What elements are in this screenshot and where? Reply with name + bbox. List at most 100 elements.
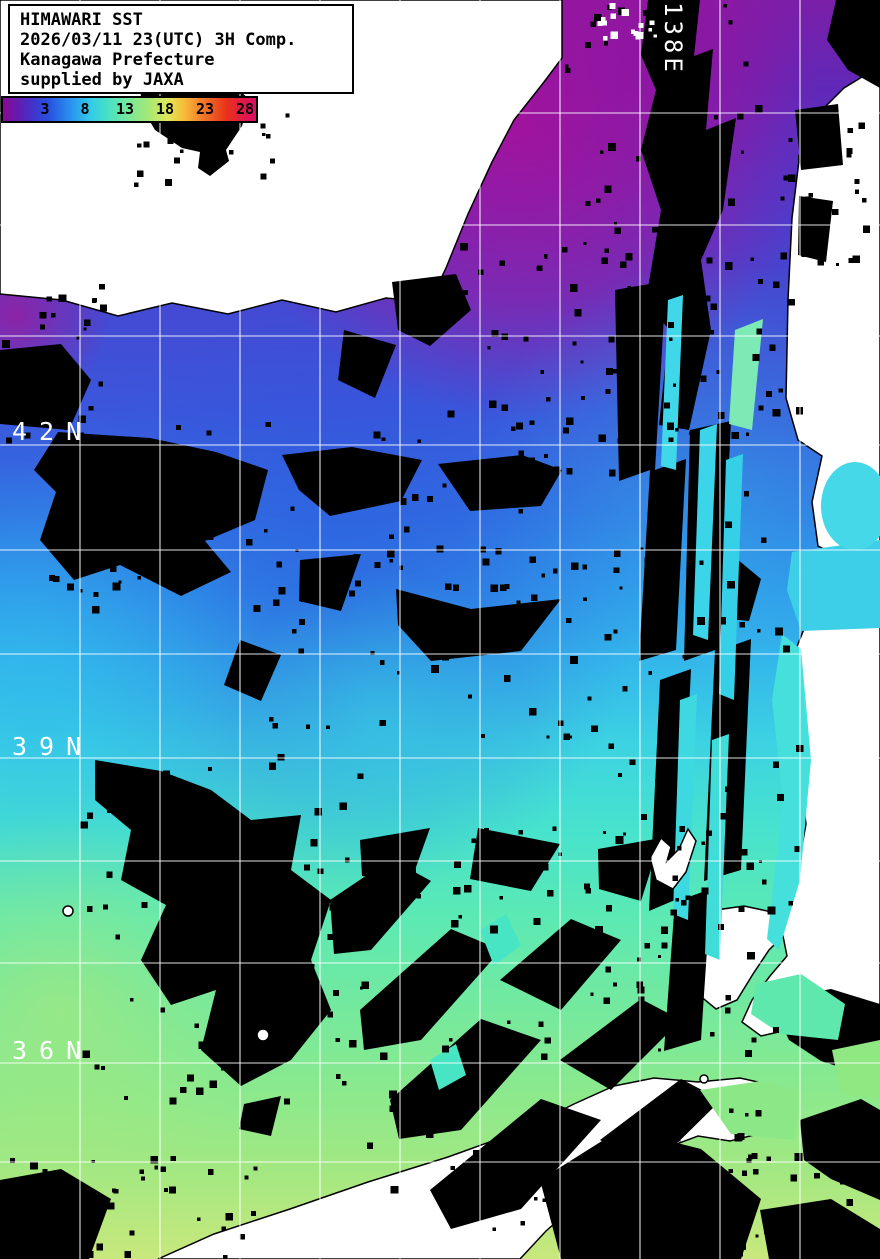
cloud-speck [238, 865, 246, 874]
cloud-speck [731, 432, 739, 440]
cloud-speck [700, 375, 707, 382]
cloud-speck [110, 453, 117, 460]
cloud-speck [562, 246, 568, 253]
cloud-speck [479, 546, 486, 553]
cloud-speck [648, 671, 652, 675]
cloud-speck [191, 467, 196, 472]
cloud-speck [532, 605, 540, 612]
cloud-speck [780, 252, 787, 260]
cloud-speck [449, 1038, 453, 1042]
cloud-speck [253, 895, 261, 902]
cloud-speck [426, 1131, 434, 1139]
cloud-speck [398, 565, 404, 570]
cloud-speck [223, 1255, 228, 1259]
cloud-speck [765, 391, 772, 398]
cloud-speck [506, 837, 511, 842]
cloud-speck [514, 1200, 520, 1206]
cloud-speck [527, 1185, 532, 1191]
cloud-speck [342, 1081, 347, 1086]
cloud-speck [714, 1204, 719, 1209]
cloud-speck [381, 437, 386, 442]
cloud-speck [331, 597, 336, 602]
cloud-speck [445, 583, 452, 590]
cloud-speck [234, 506, 239, 511]
cloud-speck [743, 61, 749, 67]
cloud-speck [553, 568, 558, 574]
cloud-speck [349, 590, 356, 597]
cloud-speck [223, 988, 230, 994]
cloud-speck [608, 743, 615, 750]
cloud-patch [795, 104, 843, 170]
cloud-speck [861, 197, 867, 203]
cloud-speck [594, 14, 602, 22]
cloud-speck [136, 170, 144, 177]
cloud-speck [761, 879, 767, 885]
cloud-speck [71, 1191, 78, 1198]
toyama-bay-water [751, 974, 845, 1040]
cloud-speck [290, 1010, 298, 1017]
cloud-speck [788, 137, 793, 142]
cloud-speck [693, 204, 702, 212]
cloud-speck [446, 982, 453, 989]
cloud-speck [542, 1198, 546, 1202]
cloud-speck [755, 105, 763, 113]
cloud-speck [728, 762, 732, 767]
cloud-patch [598, 838, 661, 901]
cloud-speck [692, 946, 697, 951]
cloud-speck [408, 868, 417, 877]
cloud-speck [597, 20, 603, 27]
cloud-speck [548, 1147, 553, 1152]
cloud-speck [52, 575, 60, 583]
cloud-speck [128, 541, 135, 549]
cloud-speck [339, 802, 348, 811]
cloud-speck [518, 509, 523, 514]
cloud-speck [266, 133, 271, 139]
cloud-patch [392, 274, 471, 346]
cloud-speck [533, 494, 541, 502]
cloud-speck [609, 1160, 618, 1169]
cloud-speck [109, 565, 117, 573]
cloud-speck [487, 346, 491, 350]
cloud-speck [605, 966, 612, 973]
cloud-speck [604, 185, 612, 193]
cloud-speck [327, 1011, 334, 1018]
cloud-speck [682, 655, 686, 659]
cloud-speck [262, 132, 266, 137]
cloud-speck [431, 665, 439, 673]
cloud-speck [209, 1080, 217, 1088]
cloud-speck [569, 939, 573, 944]
cloud-speck [670, 1147, 674, 1152]
cloud-speck [202, 485, 209, 492]
cloud-speck [745, 432, 750, 436]
cloud-speck [790, 1174, 798, 1182]
cloud-speck [675, 1191, 682, 1197]
cloud-speck [563, 427, 570, 434]
cloud-patch [0, 344, 91, 430]
cloud-patch [299, 554, 361, 611]
cloud-speck [712, 1168, 719, 1175]
cloud-speck [807, 1221, 811, 1226]
cloud-speck [528, 620, 536, 627]
cloud-speck [601, 257, 608, 264]
cloud-speck [689, 431, 693, 436]
cloud-patch [360, 828, 430, 881]
cloud-speck [737, 1133, 745, 1140]
cloud-speck [607, 1048, 613, 1054]
cloud-speck [613, 222, 618, 226]
cloud-speck [175, 778, 180, 784]
cloud-speck [644, 557, 653, 566]
cloud-speck [42, 1169, 48, 1175]
cloud-speck [490, 584, 498, 592]
cloud-speck [416, 894, 421, 899]
green-streak [729, 319, 763, 430]
cloud-speck [798, 155, 806, 163]
cloud-speck [389, 559, 393, 563]
cloud-patch [827, 0, 880, 88]
cloud-speck [87, 812, 94, 819]
cloud-speck [677, 845, 682, 851]
cloud-speck [275, 907, 280, 911]
cloud-speck [718, 616, 727, 625]
cloud-speck [602, 830, 607, 835]
cloud-speck [277, 753, 285, 761]
cloud-speck [64, 426, 68, 431]
